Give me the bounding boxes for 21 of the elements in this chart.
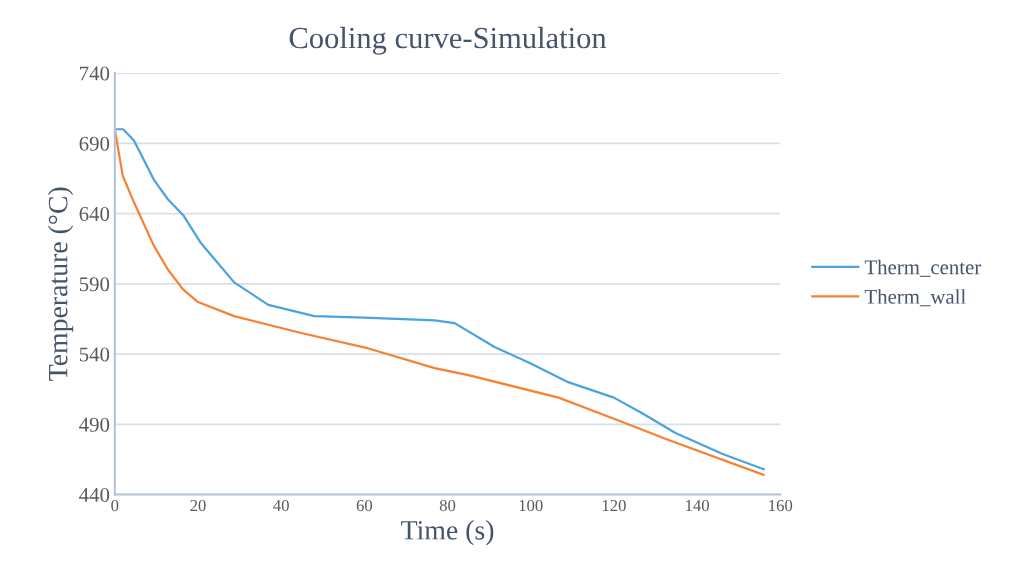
y-tick-label: 490 (79, 417, 110, 432)
x-tick-label: 100 (519, 499, 543, 512)
x-tick-label: 0 (111, 499, 119, 512)
y-tick-label: 590 (79, 277, 110, 292)
x-tick-label: 60 (356, 499, 373, 512)
x-tick-label: 160 (769, 499, 793, 512)
y-tick-label: 740 (80, 66, 110, 81)
x-axis-title: Time (s) (401, 520, 494, 546)
y-tick-label: 640 (79, 206, 110, 221)
y-tick-label: 440 (79, 487, 110, 502)
x-tick-label: 80 (439, 499, 456, 512)
x-tick-label: 20 (190, 499, 206, 512)
y-tick-label: 690 (79, 136, 110, 151)
legend-label: Therm_center (864, 259, 982, 277)
x-tick-label: 40 (273, 499, 289, 512)
chart-title: Cooling curve-Simulation (289, 26, 607, 55)
x-tick-label: 120 (602, 499, 626, 512)
legend-label: Therm_wall (864, 289, 966, 307)
x-tick-label: 140 (686, 499, 709, 512)
y-axis-title: Temperature (°C) (47, 187, 74, 381)
y-tick-label: 540 (79, 347, 110, 362)
